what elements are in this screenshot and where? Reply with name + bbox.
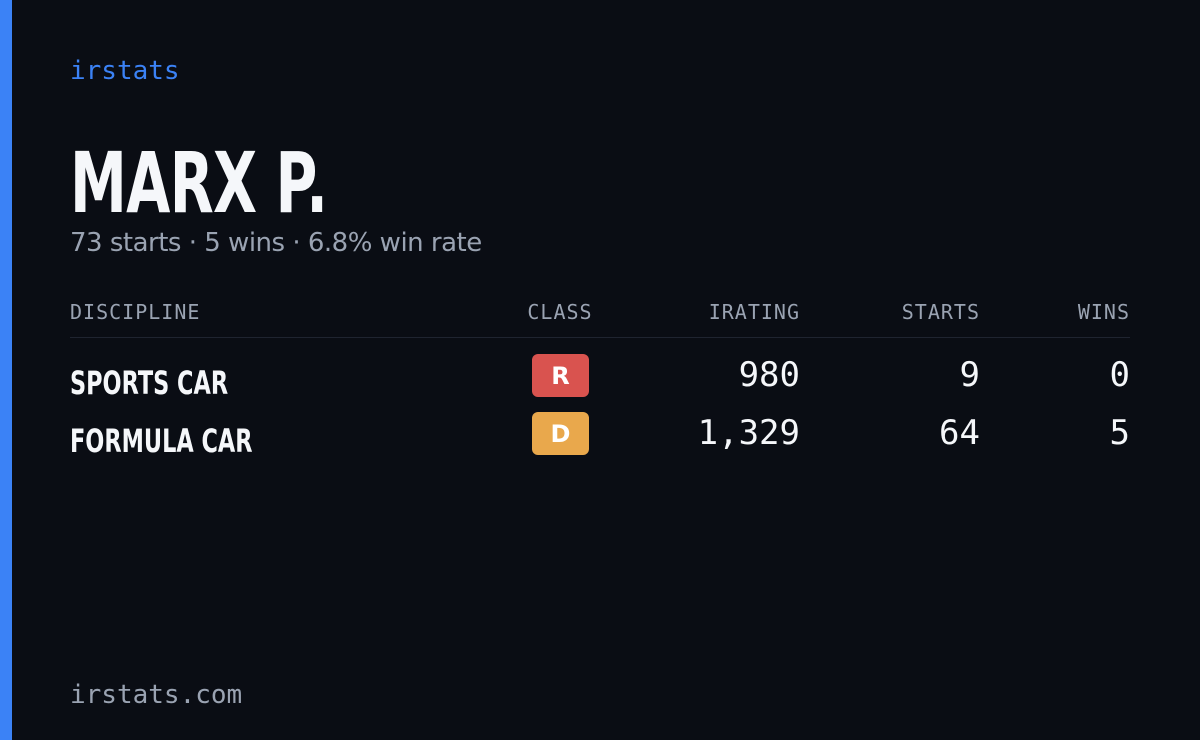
column-header: IRATING [708,300,800,324]
stat-starts: 9 [959,355,980,395]
stat-wins: 0 [1109,355,1130,395]
column-header: WINS [1077,300,1130,324]
discipline: SPORTS CAR [70,364,229,402]
brand: irstats [70,56,180,86]
stat-irating: 1,329 [697,413,800,453]
player-name: MARX P. [70,134,328,232]
class-badge: D [532,412,589,455]
discipline: FORMULA CAR [70,422,253,460]
footer-url: irstats.com [70,680,243,710]
accent-bar [0,0,12,740]
column-header: STARTS [901,300,980,324]
column-header: DISCIPLINE [70,300,201,324]
divider [70,337,1130,338]
stat-starts: 64 [939,413,980,453]
class-badge: R [532,354,589,397]
stat-wins: 5 [1109,413,1130,453]
stat-irating: 980 [738,355,800,395]
column-header: CLASS [527,300,593,324]
summary: 73 starts · 5 wins · 6.8% win rate [70,228,482,258]
